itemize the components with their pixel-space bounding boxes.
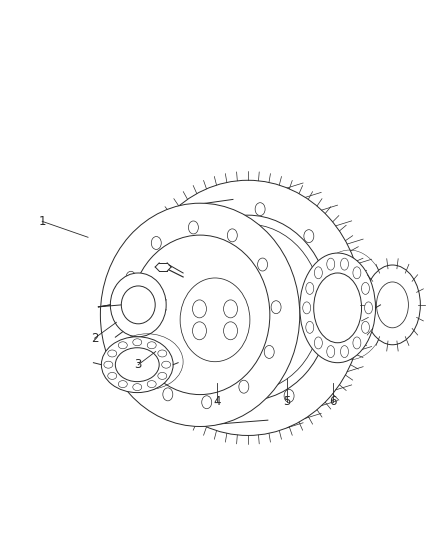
- Ellipse shape: [110, 273, 166, 337]
- Ellipse shape: [133, 359, 142, 372]
- Text: 1: 1: [39, 215, 46, 228]
- Ellipse shape: [223, 322, 237, 340]
- Ellipse shape: [314, 267, 322, 279]
- Ellipse shape: [353, 267, 361, 279]
- Ellipse shape: [119, 316, 129, 329]
- Ellipse shape: [126, 271, 136, 284]
- Ellipse shape: [133, 384, 142, 391]
- Ellipse shape: [125, 172, 371, 443]
- Ellipse shape: [255, 203, 265, 216]
- Ellipse shape: [223, 300, 237, 318]
- Ellipse shape: [164, 257, 174, 271]
- Ellipse shape: [284, 390, 294, 402]
- Ellipse shape: [104, 361, 113, 368]
- Ellipse shape: [188, 221, 198, 234]
- Ellipse shape: [151, 237, 161, 249]
- Ellipse shape: [353, 337, 361, 349]
- Ellipse shape: [156, 319, 166, 332]
- Ellipse shape: [118, 342, 127, 349]
- Ellipse shape: [327, 345, 335, 358]
- Ellipse shape: [158, 350, 167, 357]
- Text: 2: 2: [91, 332, 98, 345]
- Ellipse shape: [133, 339, 142, 346]
- Ellipse shape: [227, 229, 237, 242]
- Ellipse shape: [180, 278, 250, 362]
- Ellipse shape: [340, 258, 349, 270]
- Ellipse shape: [101, 337, 173, 393]
- Ellipse shape: [258, 258, 268, 271]
- Ellipse shape: [121, 286, 155, 324]
- Ellipse shape: [303, 302, 311, 314]
- Ellipse shape: [100, 203, 300, 426]
- Ellipse shape: [108, 373, 117, 379]
- Text: 4: 4: [213, 395, 221, 408]
- Ellipse shape: [108, 350, 117, 357]
- Ellipse shape: [115, 348, 159, 382]
- Ellipse shape: [130, 235, 270, 394]
- Ellipse shape: [314, 273, 361, 343]
- Ellipse shape: [340, 345, 349, 358]
- Ellipse shape: [192, 322, 206, 340]
- Ellipse shape: [147, 342, 156, 349]
- Ellipse shape: [327, 258, 335, 270]
- Ellipse shape: [329, 284, 339, 297]
- Text: 5: 5: [283, 395, 290, 408]
- Ellipse shape: [306, 321, 314, 333]
- Ellipse shape: [166, 215, 330, 401]
- Ellipse shape: [364, 302, 372, 314]
- Text: 6: 6: [329, 395, 336, 408]
- Ellipse shape: [271, 301, 281, 314]
- Ellipse shape: [162, 361, 171, 368]
- Ellipse shape: [314, 337, 322, 349]
- Ellipse shape: [182, 373, 192, 386]
- Ellipse shape: [118, 381, 127, 387]
- Ellipse shape: [322, 345, 332, 358]
- Ellipse shape: [304, 230, 314, 243]
- Ellipse shape: [361, 282, 369, 294]
- Ellipse shape: [306, 282, 314, 294]
- Ellipse shape: [163, 388, 173, 401]
- Ellipse shape: [377, 282, 408, 328]
- Ellipse shape: [147, 381, 156, 387]
- Ellipse shape: [192, 300, 206, 318]
- Ellipse shape: [239, 380, 249, 393]
- Ellipse shape: [364, 265, 420, 345]
- Ellipse shape: [158, 373, 167, 379]
- Ellipse shape: [231, 400, 241, 413]
- Ellipse shape: [264, 345, 274, 358]
- Text: 3: 3: [134, 358, 142, 372]
- Ellipse shape: [361, 321, 369, 333]
- Ellipse shape: [202, 396, 212, 409]
- Ellipse shape: [202, 213, 212, 227]
- Ellipse shape: [300, 253, 375, 362]
